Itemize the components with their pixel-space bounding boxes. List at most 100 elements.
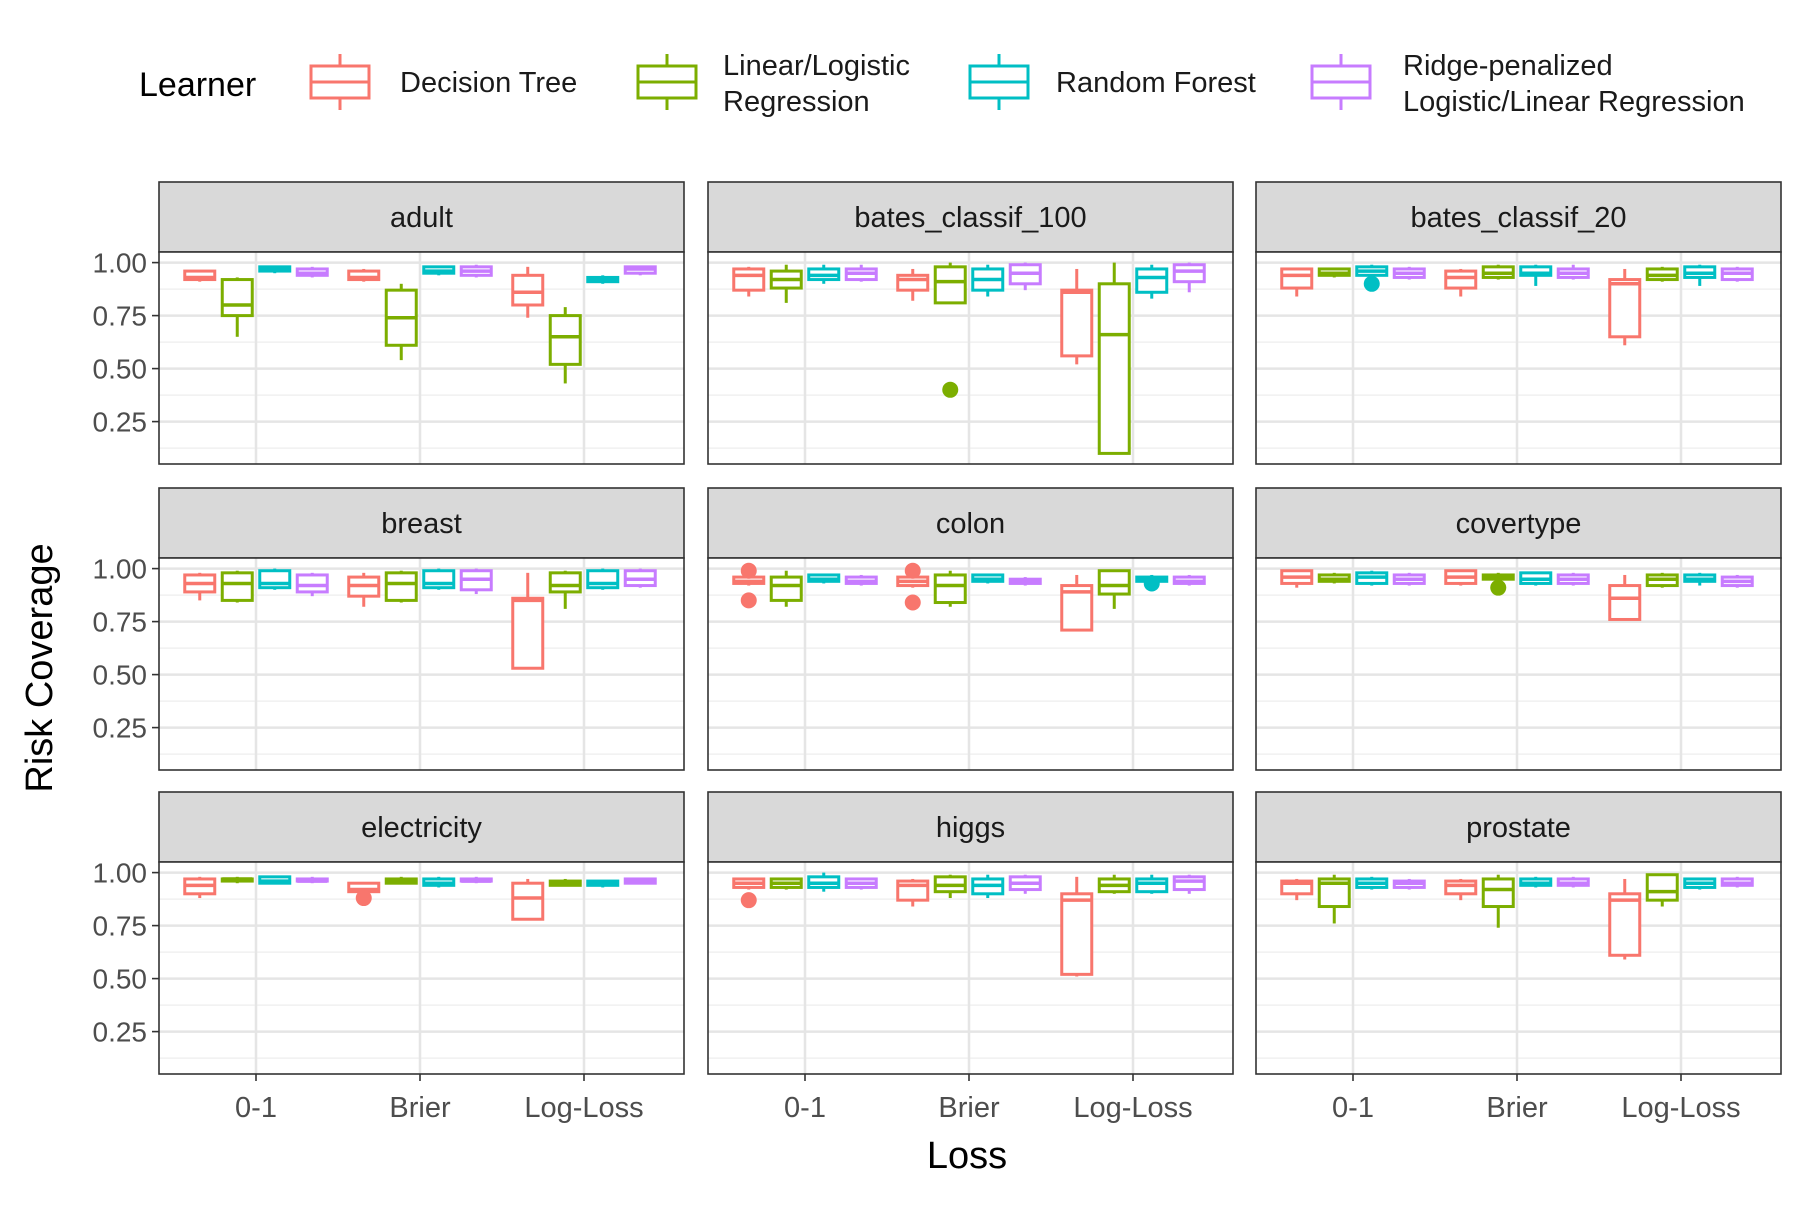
boxplot-box — [422, 876, 456, 888]
boxplot-box — [933, 262, 967, 305]
box-iqr — [1060, 892, 1094, 976]
boxplot-box — [295, 876, 329, 884]
box-iqr — [769, 575, 803, 602]
boxplot-box — [623, 568, 657, 588]
x-tick-label: Log-Loss — [524, 1092, 643, 1124]
boxplot-box — [844, 877, 878, 890]
boxplot-box — [1097, 874, 1131, 894]
box-iqr — [732, 267, 766, 292]
boxplot-box — [1481, 572, 1515, 582]
facet-label: electricity — [361, 812, 482, 844]
boxplot-box — [422, 265, 456, 276]
boxplot-box — [548, 878, 582, 887]
facet-panel: adult 0.25 0.50 0.75 1.00 — [93, 181, 685, 465]
boxplot-box — [896, 268, 930, 301]
box-iqr — [1519, 265, 1553, 277]
boxplot-box — [844, 264, 878, 282]
boxplot-box — [220, 277, 254, 337]
x-tick-label: Brier — [389, 1092, 451, 1124]
outlier-point — [904, 594, 921, 611]
box-iqr — [1172, 875, 1206, 892]
box-iqr — [1172, 263, 1206, 284]
boxplot-box — [896, 878, 930, 907]
boxplot-box — [295, 266, 329, 278]
boxplot-box — [183, 876, 217, 899]
boxplot-box — [1317, 874, 1351, 924]
boxplot-box — [1683, 264, 1717, 286]
legend-label-line: Linear/Logistic — [723, 50, 910, 82]
box-iqr — [1444, 269, 1478, 290]
boxplot-box — [511, 266, 545, 318]
boxplot-box — [769, 264, 803, 303]
x-tick-label: Brier — [1486, 1092, 1548, 1124]
boxplot-box — [1392, 572, 1426, 586]
boxplot-box — [384, 283, 418, 361]
boxplot-box — [769, 570, 803, 607]
y-tick-label: 0.25 — [93, 1017, 148, 1048]
facet-panel: prostate 0-1 Brier Log-Loss — [1255, 791, 1782, 1124]
boxplot-box — [1135, 264, 1169, 299]
legend-label-line: Regression — [723, 86, 870, 118]
box-iqr — [1608, 278, 1642, 339]
legend-label: Random Forest — [1056, 67, 1256, 99]
box-iqr — [1608, 892, 1642, 957]
boxplot-box — [1608, 878, 1642, 960]
panel-border — [707, 251, 1234, 465]
x-tick-label: 0-1 — [235, 1092, 277, 1124]
boxplot-box — [220, 876, 254, 884]
y-tick-label: 0.25 — [93, 713, 148, 744]
legend-title: Learner — [139, 66, 256, 104]
boxplot-box — [1683, 877, 1717, 890]
facet-strip — [1255, 791, 1782, 863]
y-tick-label: 0.50 — [93, 354, 148, 385]
facet-strip — [707, 487, 1234, 559]
boxplot-box — [511, 572, 545, 670]
outlier-point — [1143, 575, 1160, 592]
panel-background — [1256, 558, 1781, 770]
x-axis-title: Loss — [927, 1135, 1007, 1177]
boxplot-box — [459, 876, 493, 884]
facet-strip — [707, 181, 1234, 253]
boxplot-box — [1008, 262, 1042, 291]
boxplot-box — [807, 573, 841, 584]
box-iqr — [548, 314, 582, 366]
boxplot-box — [586, 568, 620, 590]
box-iqr — [347, 269, 381, 282]
boxplot-box — [1608, 574, 1642, 621]
boxplot-box — [459, 568, 493, 595]
legend-entry: Linear/Logistic Regression — [636, 50, 910, 118]
x-tick-label: Log-Loss — [1621, 1092, 1740, 1124]
outlier-point — [740, 562, 757, 579]
box-iqr — [1645, 873, 1679, 902]
box-iqr — [384, 571, 418, 602]
y-tick-label: 0.75 — [93, 301, 148, 332]
boxplot-box — [1519, 571, 1553, 586]
boxplot-box — [1720, 574, 1754, 588]
boxplot-box — [1172, 874, 1206, 894]
boxplot-box — [1608, 268, 1642, 346]
facet-strip — [158, 487, 685, 559]
outlier-point — [1363, 275, 1380, 292]
boxplot-box — [1481, 264, 1515, 280]
box-iqr — [1060, 288, 1094, 358]
x-tick-label: 0-1 — [1332, 1092, 1374, 1124]
facet-panel: breast 0.25 0.50 0.75 1.00 — [93, 487, 685, 771]
facet-label: adult — [390, 202, 453, 234]
boxplot-box — [1444, 569, 1478, 586]
boxplot-box — [1556, 876, 1590, 888]
boxplot-box — [548, 570, 582, 609]
panel-border — [158, 251, 685, 465]
facet-panel: bates_classif_20 — [1255, 181, 1782, 465]
box-iqr — [295, 573, 329, 594]
box-iqr — [1481, 877, 1515, 909]
boxplot-box — [807, 264, 841, 284]
y-tick-label: 0.75 — [93, 911, 148, 942]
boxplot-box — [220, 570, 254, 603]
y-tick-label: 0.25 — [93, 407, 148, 438]
boxplot-box — [844, 574, 878, 586]
boxplot-box — [1135, 874, 1169, 894]
boxplot-box — [422, 568, 456, 590]
y-tick-label: 1.00 — [93, 248, 148, 279]
boxplot-box — [347, 572, 381, 607]
